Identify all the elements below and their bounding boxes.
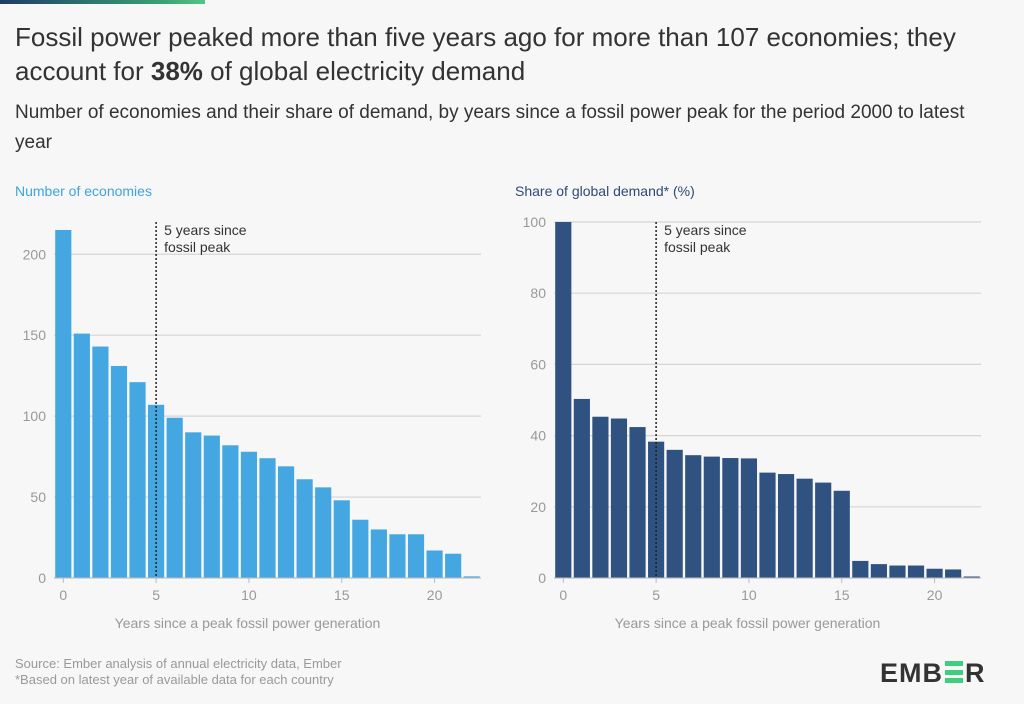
logo-e-glyph	[945, 661, 963, 683]
y-tick-label: 200	[23, 246, 47, 262]
y-tick-label: 0	[38, 570, 46, 586]
bar	[296, 479, 313, 578]
chart-title: Fossil power peaked more than five years…	[15, 22, 956, 86]
bar	[629, 427, 646, 578]
bar	[666, 449, 683, 578]
x-tick-label: 0	[59, 587, 67, 603]
left-chart: 0 50 100 150 200 0 5 10 15 20 5 years sincefossil …	[23, 222, 481, 631]
bar	[796, 478, 813, 578]
bar	[759, 472, 776, 578]
bar	[592, 416, 609, 578]
x-tick-label: 20	[427, 587, 443, 603]
y-tick-label: 80	[530, 285, 546, 301]
bar	[166, 417, 183, 578]
bar	[203, 435, 220, 578]
bar	[463, 576, 480, 578]
right-chart-title: Share of global demand* (%)	[515, 183, 695, 199]
y-tick-label: 100	[523, 214, 547, 230]
five-year-annotation: fossil peak	[664, 239, 731, 255]
ember-logo: EMB R	[880, 658, 986, 688]
x-tick-label: 10	[241, 587, 257, 603]
bar	[907, 565, 925, 578]
footer-notes: Source: Ember analysis of annual electri…	[15, 656, 342, 688]
bar	[259, 458, 276, 578]
x-tick-label: 10	[741, 587, 757, 603]
bar	[73, 333, 90, 578]
bar	[870, 564, 887, 578]
bar	[777, 474, 795, 578]
right-chart: 0 20 40 60 80 100 0 5 10 15 20 5 years sincefossil …	[523, 214, 981, 631]
bar	[55, 230, 72, 578]
bar	[648, 441, 665, 578]
bar	[703, 456, 720, 578]
bar	[333, 500, 350, 578]
bar	[129, 382, 146, 578]
x-tick-label: 5	[652, 587, 660, 603]
y-tick-label: 50	[30, 489, 46, 505]
brand-gradient-bar	[0, 0, 205, 4]
x-axis-label: Years since a peak fossil power generati…	[615, 615, 881, 631]
bar	[833, 490, 850, 578]
bar	[610, 418, 628, 578]
x-tick-label: 15	[334, 587, 350, 603]
bar	[889, 565, 906, 578]
y-tick-label: 0	[538, 570, 546, 586]
five-year-annotation: 5 years since	[164, 222, 247, 238]
bar	[92, 346, 109, 578]
y-tick-label: 100	[23, 408, 47, 424]
bar	[185, 432, 202, 578]
x-axis-label: Years since a peak fossil power generati…	[115, 615, 381, 631]
chart-subtitle: Number of economies and their share of d…	[15, 102, 965, 153]
bar	[926, 568, 943, 578]
source-text: Source: Ember analysis of annual electri…	[15, 656, 342, 671]
bar	[277, 466, 295, 578]
bar	[555, 222, 572, 578]
bar	[740, 458, 758, 578]
bar	[240, 451, 258, 578]
five-year-annotation: 5 years since	[664, 222, 747, 238]
bar	[815, 482, 832, 578]
bar	[852, 560, 869, 578]
y-tick-label: 60	[530, 356, 546, 372]
bar	[389, 534, 406, 578]
bar	[945, 569, 962, 578]
y-tick-label: 40	[530, 428, 546, 444]
bar	[963, 576, 980, 578]
bar	[110, 365, 128, 578]
bar	[407, 534, 425, 578]
y-tick-label: 150	[23, 327, 47, 343]
bar	[573, 398, 590, 578]
bar	[370, 529, 387, 578]
five-year-annotation: fossil peak	[164, 239, 231, 255]
left-chart-title: Number of economies	[15, 183, 152, 199]
x-tick-label: 0	[559, 587, 567, 603]
bar	[222, 445, 239, 578]
bar	[315, 487, 332, 578]
bar	[722, 458, 739, 578]
x-tick-label: 5	[152, 587, 160, 603]
y-tick-label: 20	[530, 499, 546, 515]
bar	[426, 550, 443, 578]
bar	[685, 455, 702, 578]
x-tick-label: 20	[927, 587, 943, 603]
footnote-text: *Based on latest year of available data …	[15, 672, 334, 687]
x-tick-label: 15	[834, 587, 850, 603]
bar	[352, 519, 369, 578]
bar	[445, 553, 462, 578]
title-highlight: 38%	[150, 56, 203, 86]
